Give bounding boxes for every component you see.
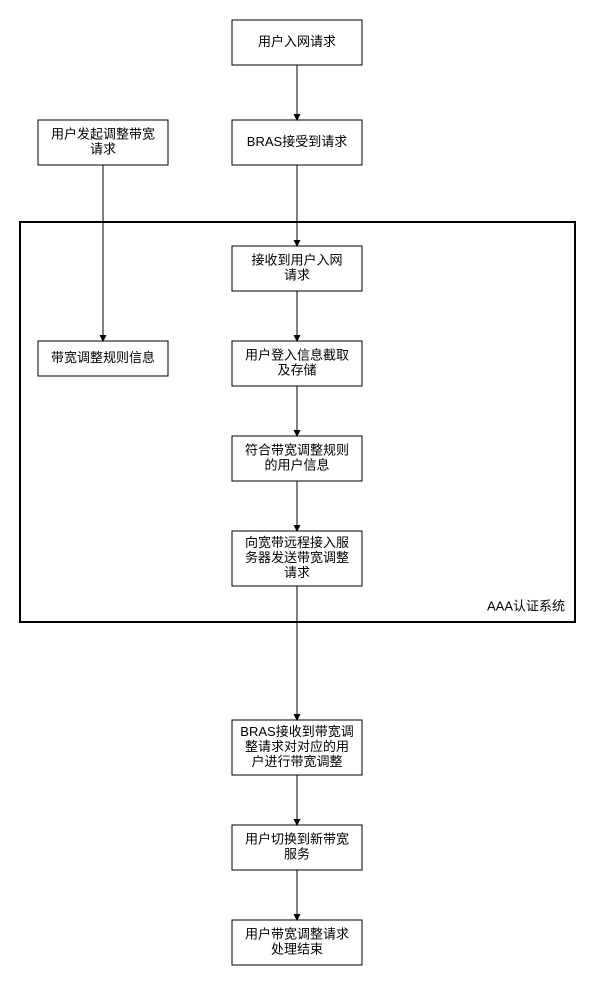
flow-node-n1: 用户入网请求 bbox=[232, 20, 362, 65]
flow-node-label: 用户带宽调整请求 bbox=[245, 926, 349, 941]
flow-node-label: 请求 bbox=[284, 565, 310, 580]
flow-node-label: BRAS接受到请求 bbox=[247, 134, 347, 149]
flow-node-label: 的用户信息 bbox=[264, 457, 329, 472]
flow-node-n10: 用户切换到新带宽服务 bbox=[232, 825, 362, 870]
flow-node-label: 符合带宽调整规则 bbox=[245, 442, 349, 457]
flow-node-label: BRAS接收到带宽调 bbox=[240, 724, 353, 739]
flow-node-n8: 向宽带远程接入服务器发送带宽调整请求 bbox=[232, 531, 362, 586]
flow-node-n2: BRAS接受到请求 bbox=[232, 120, 362, 165]
flow-node-label: 用户登入信息截取 bbox=[245, 347, 349, 362]
flow-node-label: 用户入网请求 bbox=[258, 34, 336, 49]
flow-node-n3: 用户发起调整带宽请求 bbox=[38, 120, 168, 165]
flow-node-label: 户进行带宽调整 bbox=[251, 754, 342, 769]
flow-node-label: 请求 bbox=[90, 141, 116, 156]
flow-node-label: 服务 bbox=[284, 846, 310, 861]
flow-node-n5: 用户登入信息截取及存储 bbox=[232, 341, 362, 386]
flow-node-label: 务器发送带宽调整 bbox=[245, 550, 349, 565]
flow-node-n9: BRAS接收到带宽调整请求对对应的用户进行带宽调整 bbox=[232, 720, 362, 775]
flow-node-label: 接收到用户入网 bbox=[251, 252, 342, 267]
flowchart-canvas: AAA认证系统用户入网请求BRAS接受到请求用户发起调整带宽请求接收到用户入网请… bbox=[0, 0, 591, 1000]
flow-node-label: 带宽调整规则信息 bbox=[51, 350, 155, 365]
aaa-system-label: AAA认证系统 bbox=[487, 598, 565, 613]
flow-node-label: 向宽带远程接入服 bbox=[245, 535, 349, 550]
flow-node-n7: 符合带宽调整规则的用户信息 bbox=[232, 436, 362, 481]
flow-node-label: 用户切换到新带宽 bbox=[245, 831, 349, 846]
flow-node-n4: 接收到用户入网请求 bbox=[232, 246, 362, 291]
flow-node-label: 用户发起调整带宽 bbox=[51, 126, 155, 141]
flow-node-label: 及存储 bbox=[277, 362, 316, 377]
flow-node-n6: 带宽调整规则信息 bbox=[38, 341, 168, 376]
flow-node-label: 整请求对对应的用 bbox=[245, 739, 349, 754]
flow-node-n11: 用户带宽调整请求处理结束 bbox=[232, 920, 362, 965]
flow-node-label: 请求 bbox=[284, 267, 310, 282]
flow-node-label: 处理结束 bbox=[271, 941, 323, 956]
